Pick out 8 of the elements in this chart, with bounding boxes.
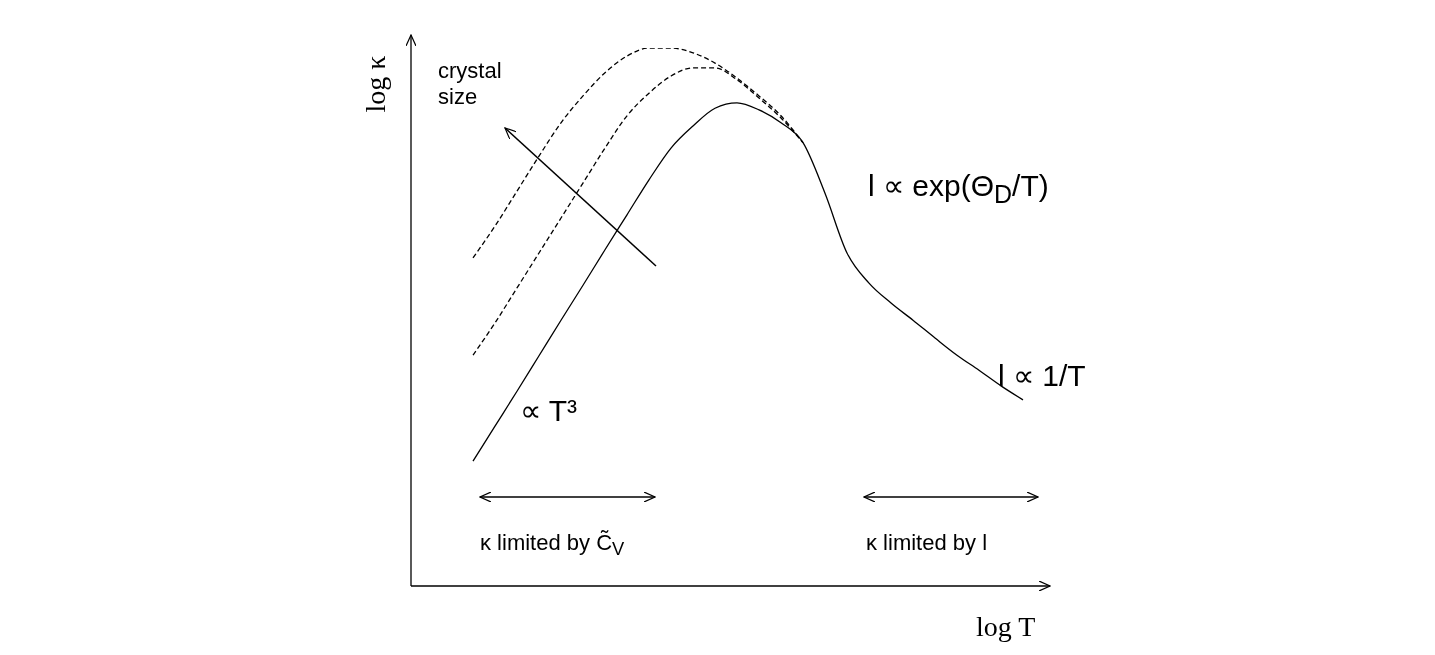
x-axis-title: log T [976,611,1036,643]
annotation: crystal size [438,58,503,111]
annotation: l ∝ exp(Θ$_{D}$/T) [868,168,1050,209]
annotation: κ limited by l [866,530,989,557]
annotation: ∝ T³ [520,393,579,429]
annotation: l ∝ 1/T [998,358,1087,394]
y-axis-title: log κ [360,55,393,113]
annotation: κ limited by C̃$_{V}$ [480,530,626,561]
